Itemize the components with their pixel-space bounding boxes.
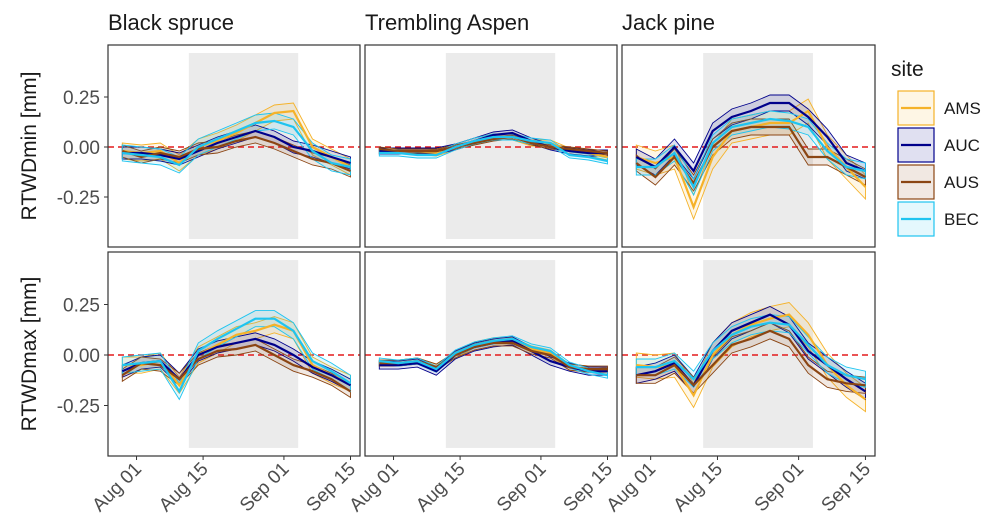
x-tick-label: Sep 01 <box>751 459 808 516</box>
panel <box>107 44 361 248</box>
ribbon <box>378 133 608 165</box>
ribbon <box>635 322 866 395</box>
panel-border <box>107 44 361 248</box>
panel <box>621 251 876 457</box>
y-axis-title: RTWDmax [mm] <box>18 277 41 432</box>
x-tick-label: Aug 01 <box>346 459 403 516</box>
legend-label: BEC <box>944 210 979 229</box>
x-tick-label: Aug 01 <box>89 459 146 516</box>
y-tick-label: 0.00 <box>63 346 100 367</box>
column-title: Jack pine <box>622 10 715 35</box>
series-line <box>122 119 351 169</box>
panel <box>364 251 618 457</box>
x-tick-label: Sep 01 <box>236 459 293 516</box>
x-tick-label: Aug 01 <box>603 459 660 516</box>
series-line <box>379 135 608 163</box>
series-line <box>121 343 352 393</box>
series-line <box>636 329 866 387</box>
legend-label: AUS <box>944 173 979 192</box>
y-axis-title: RTWDmin [mm] <box>18 72 41 221</box>
panel <box>364 44 618 248</box>
series-line <box>635 101 866 174</box>
series-line <box>636 321 866 381</box>
ribbon <box>635 118 866 192</box>
column-title: Trembling Aspen <box>365 10 529 35</box>
y-tick-label: 0.25 <box>63 88 100 109</box>
x-tick-label: Aug 15 <box>155 459 212 516</box>
x-tick-label: Sep 15 <box>818 459 875 516</box>
panel-border <box>621 251 876 457</box>
column-title: Black spruce <box>108 10 234 35</box>
x-tick-label: Aug 15 <box>412 459 469 516</box>
x-tick-label: Sep 01 <box>493 459 550 516</box>
series-line <box>121 135 351 173</box>
y-tick-label: -0.25 <box>57 397 100 418</box>
series-line <box>379 135 608 155</box>
legend-label: AMS <box>944 99 981 118</box>
series-line <box>379 337 608 377</box>
panel <box>621 44 876 248</box>
series-line <box>122 317 352 394</box>
x-tick-label: Aug 15 <box>670 459 727 516</box>
panel-border <box>621 44 876 248</box>
series-line <box>122 109 352 168</box>
series-line <box>636 117 866 190</box>
series-line <box>635 125 867 186</box>
panel-border <box>364 251 618 457</box>
y-tick-label: -0.25 <box>57 188 100 209</box>
panel-border <box>364 44 618 248</box>
panel <box>107 251 361 457</box>
legend-title: site <box>891 58 924 81</box>
y-tick-label: 0.25 <box>63 296 100 317</box>
panel-border <box>107 251 361 457</box>
y-tick-label: 0.00 <box>63 138 100 159</box>
legend-label: AUC <box>944 136 980 155</box>
ribbon <box>635 110 866 197</box>
